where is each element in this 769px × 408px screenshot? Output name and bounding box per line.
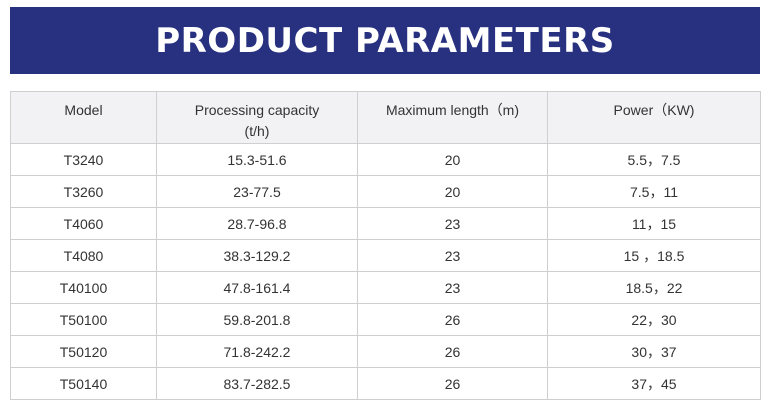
table-row: T50120 71.8-242.2 26 30，37 (10, 335, 761, 368)
cell-capacity: 59.8-201.8 (156, 303, 358, 336)
table-row: T4060 28.7-96.8 23 11，15 (10, 207, 761, 240)
cell-power: 37，45 (547, 367, 761, 400)
cell-power: 18.5，22 (547, 271, 761, 304)
cell-power: 11，15 (547, 207, 761, 240)
table-header-row: Model Processing capacity (t/h) Maximum … (10, 91, 761, 144)
cell-power: 22，30 (547, 303, 761, 336)
cell-length: 23 (357, 239, 548, 272)
table-row: T3260 23-77.5 20 7.5，11 (10, 175, 761, 208)
cell-capacity: 28.7-96.8 (156, 207, 358, 240)
cell-model: T4060 (10, 207, 157, 240)
cell-model: T4080 (10, 239, 157, 272)
cell-model: T50140 (10, 367, 157, 400)
cell-model: T3240 (10, 143, 157, 176)
page-title: PRODUCT PARAMETERS (155, 20, 615, 61)
cell-capacity: 38.3-129.2 (156, 239, 358, 272)
cell-power: 5.5，7.5 (547, 143, 761, 176)
cell-capacity: 47.8-161.4 (156, 271, 358, 304)
table-row: T50140 83.7-282.5 26 37，45 (10, 367, 761, 400)
cell-model: T50100 (10, 303, 157, 336)
cell-power: 15 ，18.5 (547, 239, 761, 272)
cell-length: 26 (357, 367, 548, 400)
cell-length: 26 (357, 335, 548, 368)
cell-capacity: 83.7-282.5 (156, 367, 358, 400)
cell-capacity: 15.3-51.6 (156, 143, 358, 176)
table-row: T4080 38.3-129.2 23 15 ，18.5 (10, 239, 761, 272)
cell-length: 23 (357, 271, 548, 304)
cell-length: 23 (357, 207, 548, 240)
header-model: Model (10, 91, 157, 144)
cell-model: T40100 (10, 271, 157, 304)
header-power: Power（KW) (547, 91, 761, 144)
parameters-table: Model Processing capacity (t/h) Maximum … (10, 91, 761, 400)
title-banner: PRODUCT PARAMETERS (10, 7, 760, 74)
table-row: T3240 15.3-51.6 20 5.5，7.5 (10, 143, 761, 176)
cell-capacity: 23-77.5 (156, 175, 358, 208)
cell-length: 26 (357, 303, 548, 336)
cell-length: 20 (357, 175, 548, 208)
cell-model: T3260 (10, 175, 157, 208)
cell-length: 20 (357, 143, 548, 176)
cell-capacity: 71.8-242.2 (156, 335, 358, 368)
header-maximum-length: Maximum length（m) (357, 91, 548, 144)
cell-model: T50120 (10, 335, 157, 368)
cell-power: 30，37 (547, 335, 761, 368)
table-row: T40100 47.8-161.4 23 18.5，22 (10, 271, 761, 304)
header-processing-capacity-label: Processing capacity (t/h) (194, 102, 320, 139)
header-processing-capacity: Processing capacity (t/h) (156, 91, 358, 144)
cell-power: 7.5，11 (547, 175, 761, 208)
table-row: T50100 59.8-201.8 26 22，30 (10, 303, 761, 336)
